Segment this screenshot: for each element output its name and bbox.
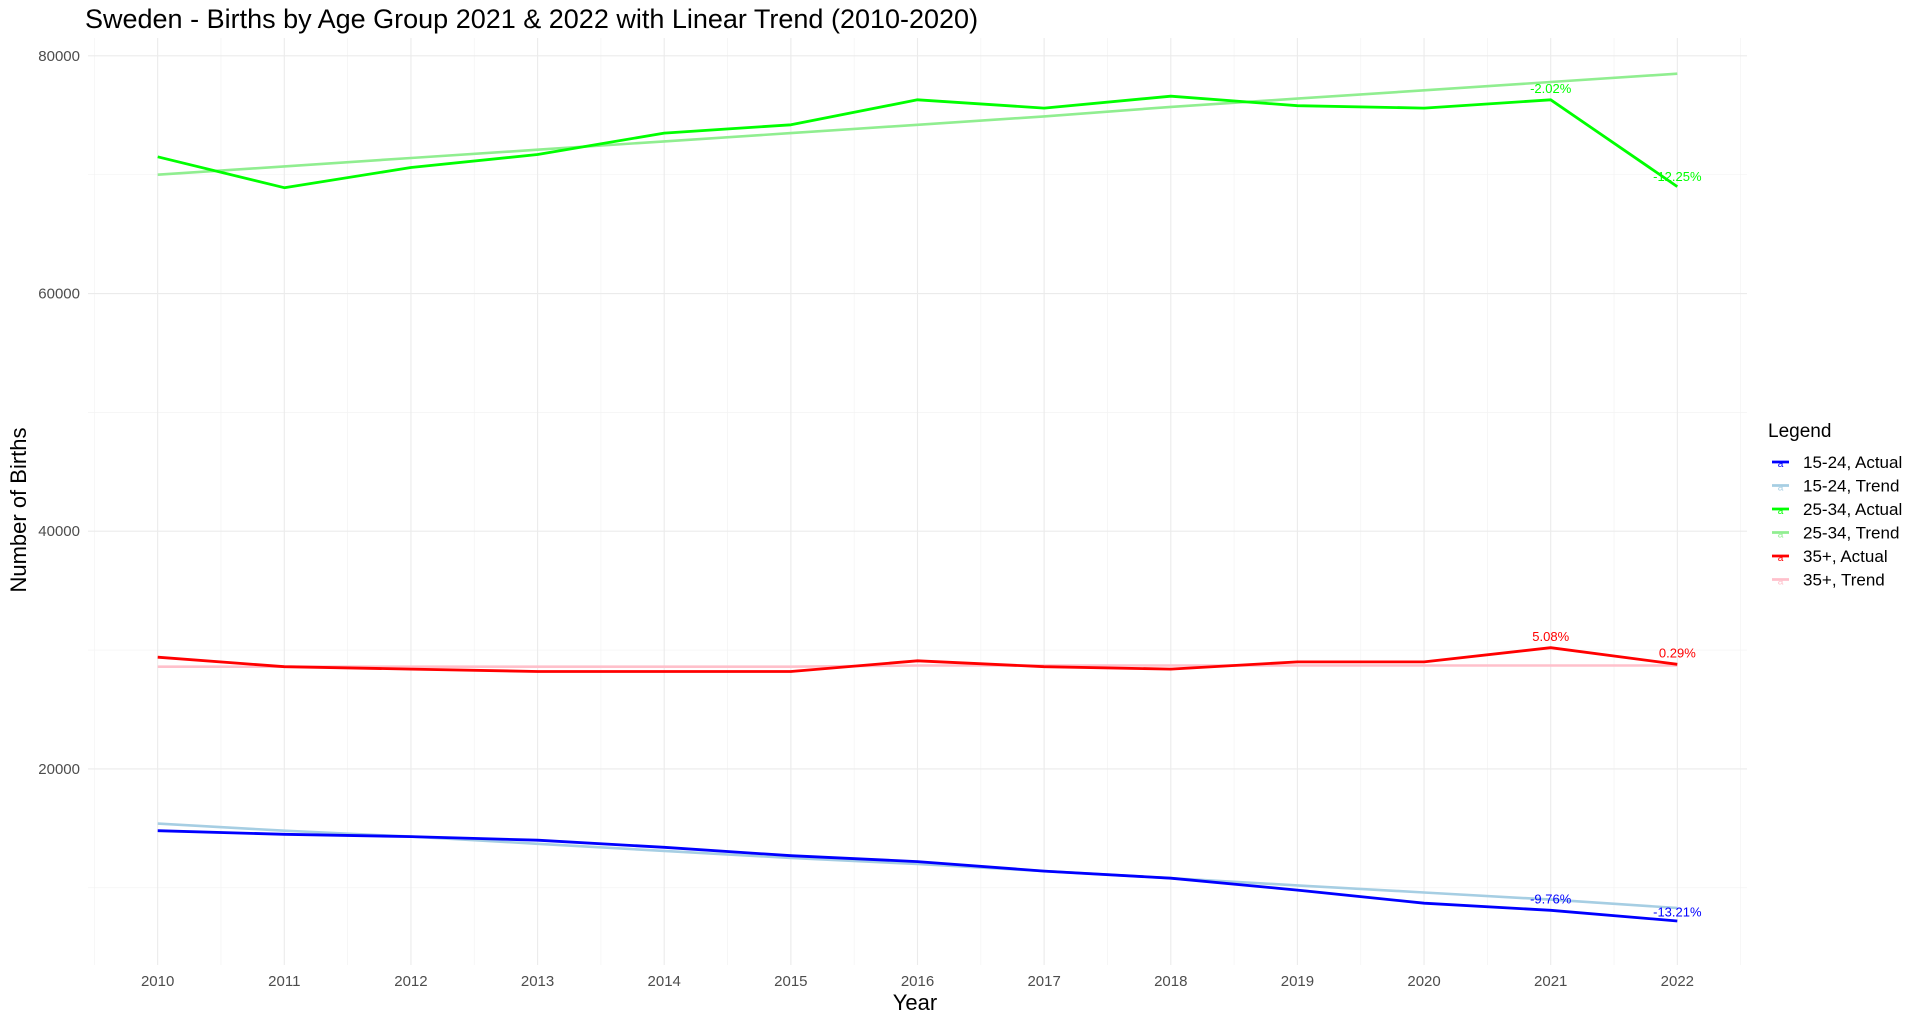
percent-change-label: 0.29% [1659,646,1696,661]
percent-annotations: -2.02% -12.25% 5.08% 0.29% -9.76% -13.21% [1530,81,1702,920]
chart-title: Sweden - Births by Age Group 2021 & 2022… [85,4,978,34]
legend-key-glyph: a [1778,506,1784,517]
x-tick-label: 2012 [394,973,427,990]
x-axis-title: Year [893,990,937,1015]
percent-change-label: -13.21% [1653,905,1702,920]
legend-item: a 15-24, Trend [1772,477,1899,496]
x-tick-label: 2019 [1281,973,1314,990]
percent-change-label: -2.02% [1530,81,1572,96]
x-tick-label: 2020 [1407,973,1440,990]
legend-label: 25-34, Trend [1803,524,1899,543]
legend-item: a 15-24, Actual [1772,453,1902,472]
y-tick-label: 20000 [38,761,80,778]
legend-item: a 35+, Actual [1772,547,1888,566]
series-line-35-actual [157,646,1678,673]
legend-label: 15-24, Actual [1803,453,1902,472]
x-tick-label: 2010 [141,973,174,990]
series-line-25-34-actual [157,94,1679,190]
series-line-15-24-actual [157,829,1678,923]
legend-label: 25-34, Actual [1803,500,1902,519]
x-tick-label: 2011 [268,973,300,990]
legend-key-glyph: a [1778,483,1784,494]
legend-item: a 25-34, Actual [1772,500,1902,519]
legend-key-glyph: a [1778,553,1784,564]
legend-label: 15-24, Trend [1803,477,1899,496]
x-tick-label: 2021 [1534,973,1567,990]
grid [88,38,1747,965]
series-line-35-trend [157,664,1678,669]
y-axis-title: Number of Births [6,427,31,592]
legend-title: Legend [1768,421,1831,442]
y-tick-label: 80000 [38,48,80,65]
series-lines [157,72,1679,923]
legend-items: a 15-24, Actual a 15-24, Trend a 25-34, Actua… [1772,453,1902,590]
legend-key-glyph: a [1778,530,1784,541]
legend-item: a 25-34, Trend [1772,524,1899,543]
percent-change-label: -12.25% [1653,169,1702,184]
percent-change-label: 5.08% [1532,629,1569,644]
legend: Legend a 15-24, Actual a 15-24, Trend a 25-34… [1768,421,1902,590]
x-tick-label: 2017 [1027,973,1060,990]
x-tick-label: 2015 [774,973,807,990]
x-axis-ticks: 2010 2011 2012 2013 2014 2015 2016 2017 2018 2019… [141,973,1694,990]
y-axis-ticks: 20000 40000 60000 80000 [38,48,80,778]
legend-key-glyph: a [1778,577,1784,588]
legend-label: 35+, Trend [1803,571,1885,590]
legend-key-glyph: a [1778,459,1784,470]
percent-change-label: -9.76% [1530,892,1572,907]
x-tick-label: 2018 [1154,973,1187,990]
series-line-25-34-trend [157,72,1678,176]
y-tick-label: 60000 [38,286,80,303]
x-tick-label: 2016 [901,973,934,990]
x-tick-label: 2022 [1661,973,1694,990]
y-tick-label: 40000 [38,523,80,540]
x-tick-label: 2014 [648,973,681,990]
legend-item: a 35+, Trend [1772,571,1885,590]
legend-label: 35+, Actual [1803,547,1888,566]
x-tick-label: 2013 [521,973,554,990]
